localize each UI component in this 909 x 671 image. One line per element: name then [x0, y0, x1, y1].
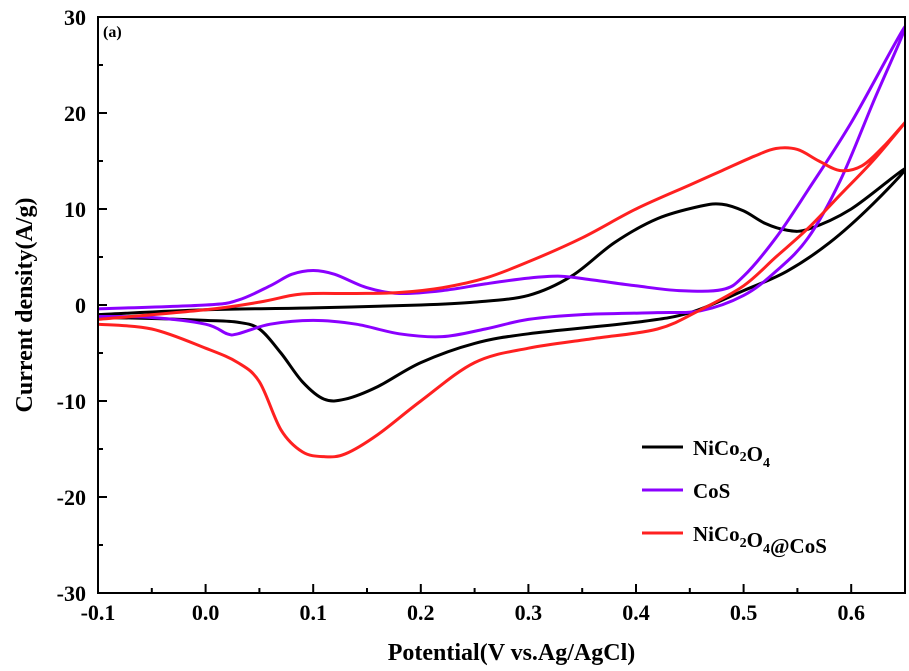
y-tick-label: 20 [64, 101, 86, 126]
legend-label-1: CoS [693, 479, 730, 503]
y-axis-title: Current density(A/g) [12, 198, 38, 413]
y-tick-label: -10 [57, 389, 86, 414]
series-line-0 [98, 167, 905, 403]
x-tick-label: 0.2 [407, 600, 435, 625]
panel-label: (a) [103, 24, 122, 41]
legend-label-0: NiCo2O4 [693, 436, 770, 471]
x-tick-label: -0.1 [81, 600, 116, 625]
x-tick-label: 0.1 [299, 600, 327, 625]
x-tick-label: 0.3 [515, 600, 543, 625]
series-line-2 [98, 121, 905, 459]
series-line-1 [98, 25, 905, 339]
y-tick-label: -30 [57, 581, 86, 606]
y-tick-label: 10 [64, 197, 86, 222]
x-axis-title: Potential(V vs.Ag/AgCl) [388, 640, 636, 666]
ticks-layer: -0.1 0.0 0.1 0.2 0.3 0.4 0.5 0.6 -30 -20 -10 0 10 20 3… [57, 5, 906, 625]
x-tick-label: 0.4 [622, 600, 650, 625]
x-tick-label: 0.6 [837, 600, 865, 625]
y-tick-label: 0 [75, 293, 86, 318]
y-tick-label: 30 [64, 5, 86, 30]
legend-label-2: NiCo2O4@CoS [693, 522, 827, 558]
series-layer [98, 25, 905, 459]
x-tick-label: 0.5 [730, 600, 758, 625]
y-tick-label: -20 [57, 485, 86, 510]
legend: NiCo2O4 CoS NiCo2O4@CoS [642, 436, 827, 558]
x-tick-label: 0.0 [192, 600, 220, 625]
